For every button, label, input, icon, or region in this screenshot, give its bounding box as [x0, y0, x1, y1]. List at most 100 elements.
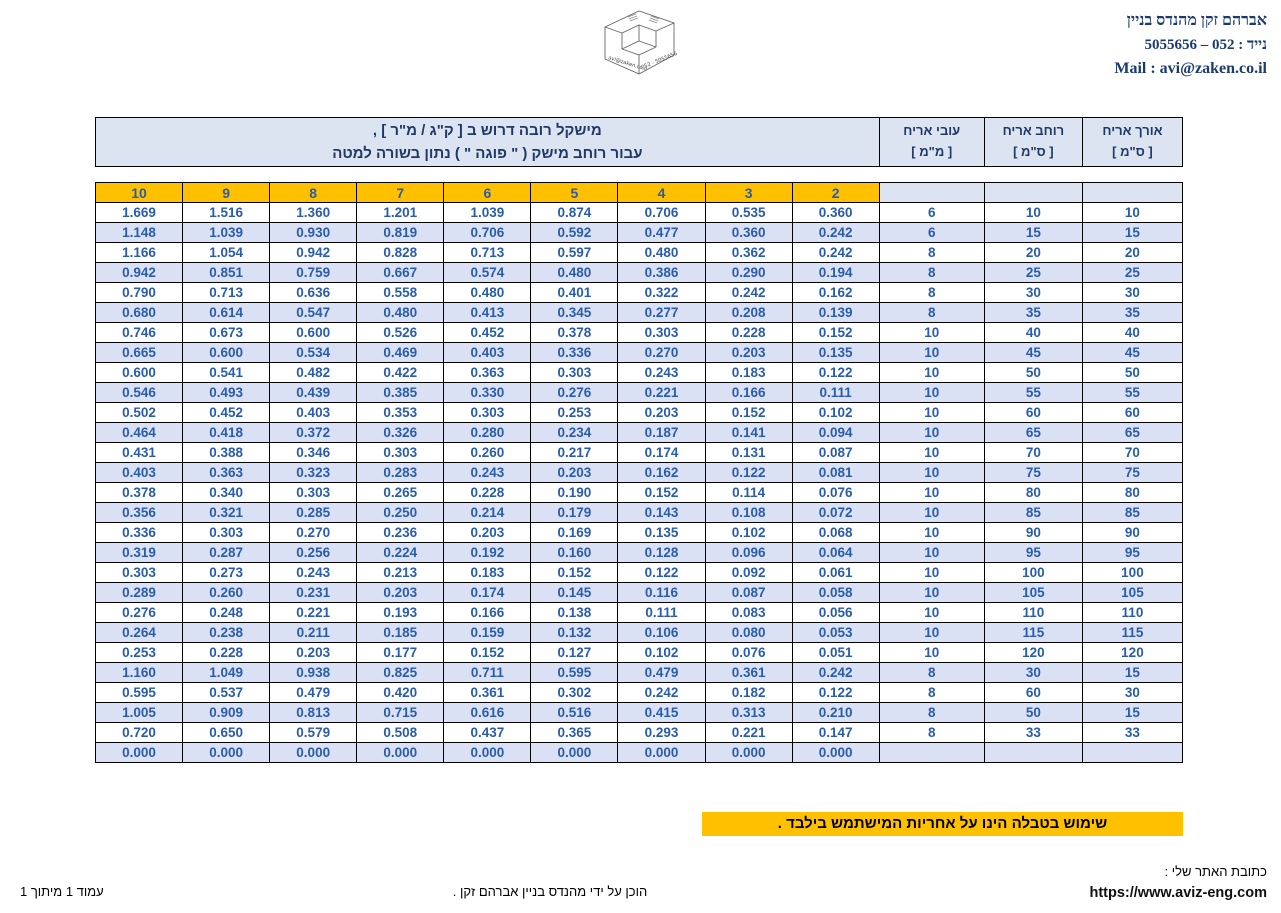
- site-address-label: כתובת האתר שלי :: [1164, 864, 1267, 879]
- weight-cell: 0.190: [530, 482, 619, 503]
- weight-cell: 0.087: [791, 442, 880, 463]
- weight-cell: 0.597: [530, 242, 619, 263]
- table-row: 0.431 0.388 0.346 0.303 0.260 0.217 0.174 0.131…: [94, 442, 1184, 463]
- thickness-cell: 10: [878, 522, 985, 543]
- table-row: 1.005 0.909 0.813 0.715 0.616 0.516 0.415 0.313…: [94, 702, 1184, 723]
- thickness-cell: 10: [878, 402, 985, 423]
- weight-cell: 0.574: [443, 262, 532, 283]
- weight-cell: 0.122: [791, 682, 880, 703]
- weight-cell: 0.362: [704, 242, 793, 263]
- weight-cell: 0.277: [617, 302, 706, 323]
- weight-cell: 0.353: [356, 402, 445, 423]
- weight-cell: 0.217: [530, 442, 619, 463]
- length-cell: 33: [1081, 722, 1184, 743]
- weight-cell: 0.080: [704, 622, 793, 643]
- weight-cell: 0.378: [94, 482, 184, 503]
- weight-cell: 0.081: [791, 462, 880, 483]
- length-cell: 25: [1081, 262, 1184, 283]
- weight-cell: 0.111: [791, 382, 880, 403]
- weight-cell: 0.162: [617, 462, 706, 483]
- weight-cell: 0.480: [443, 282, 532, 303]
- thickness-cell: 6: [878, 202, 985, 223]
- data-grid: 10 9 8 7 6 5 4 3 2 1.669 1.516 1.360 1.201 1.039 0.874…: [94, 182, 1184, 763]
- width-cell: 50: [983, 362, 1083, 383]
- weight-cell: 0.616: [443, 702, 532, 723]
- table-row: 0.942 0.851 0.759 0.667 0.574 0.480 0.386 0.290…: [94, 262, 1184, 283]
- width-cell: 70: [983, 442, 1083, 463]
- weight-cell: 0.265: [356, 482, 445, 503]
- weight-cell: 0.138: [530, 602, 619, 623]
- weight-cell: 0.303: [443, 402, 532, 423]
- width-cell: 30: [983, 662, 1083, 683]
- width-cell: 50: [983, 702, 1083, 723]
- weight-cell: 0.273: [182, 562, 271, 583]
- table-row: 0.746 0.673 0.600 0.526 0.452 0.378 0.303 0.228…: [94, 322, 1184, 343]
- weight-cell: 0.076: [791, 482, 880, 503]
- weight-cell: 0.183: [443, 562, 532, 583]
- joint-width-cell: 9: [182, 182, 271, 203]
- weight-cell: 0.076: [704, 642, 793, 663]
- table-row: 0.680 0.614 0.547 0.480 0.413 0.345 0.277 0.208…: [94, 302, 1184, 323]
- weight-cell: 0.938: [269, 662, 358, 683]
- weight-cell: 0.546: [94, 382, 184, 403]
- weight-cell: 0.152: [443, 642, 532, 663]
- weight-cell: 0.479: [269, 682, 358, 703]
- weight-cell: 0.108: [704, 502, 793, 523]
- weight-cell: 0.547: [269, 302, 358, 323]
- prepared-by-text: הוכן על ידי מהנדס בניין אברהם זקן .: [452, 884, 648, 899]
- weight-cell: 0.293: [617, 722, 706, 743]
- thickness-cell: 8: [878, 302, 985, 323]
- weight-cell: 0.303: [182, 522, 271, 543]
- length-cell: 85: [1081, 502, 1184, 523]
- length-cell: 120: [1081, 642, 1184, 663]
- length-cell: 65: [1081, 422, 1184, 443]
- weight-cell: 0.166: [443, 602, 532, 623]
- length-cell: 15: [1081, 662, 1184, 683]
- width-cell: 95: [983, 542, 1083, 563]
- weight-cell: 0.508: [356, 722, 445, 743]
- width-cell: 20: [983, 242, 1083, 263]
- weight-cell: 0.208: [704, 302, 793, 323]
- length-cell: 95: [1081, 542, 1184, 563]
- weight-cell: 0.243: [269, 562, 358, 583]
- weight-cell: 0.535: [704, 202, 793, 223]
- weight-cell: 0.122: [704, 462, 793, 483]
- weight-cell: 0.480: [356, 302, 445, 323]
- weight-cell: 0.614: [182, 302, 271, 323]
- length-cell: 15: [1081, 222, 1184, 243]
- length-cell: 20: [1081, 242, 1184, 263]
- weight-cell: 0.365: [530, 722, 619, 743]
- weight-cell: 0.139: [791, 302, 880, 323]
- site-url-link[interactable]: https://www.aviz-eng.com: [1089, 885, 1267, 901]
- weight-cell: 1.516: [182, 202, 271, 223]
- weight-cell: 0.242: [704, 282, 793, 303]
- length-cell: 30: [1081, 682, 1184, 703]
- weight-cell: 0.243: [617, 362, 706, 383]
- weight-cell: 0.160: [530, 542, 619, 563]
- weight-cell: 0.145: [530, 582, 619, 603]
- weight-cell: 0.431: [94, 442, 184, 463]
- weight-cell: 0.464: [94, 422, 184, 443]
- weight-cell: 0.185: [356, 622, 445, 643]
- weight-cell: 0.203: [617, 402, 706, 423]
- length-cell: 75: [1081, 462, 1184, 483]
- weight-cell: 0.072: [791, 502, 880, 523]
- width-cell: 105: [983, 582, 1083, 603]
- width-cell: 85: [983, 502, 1083, 523]
- weight-cell: 0.143: [617, 502, 706, 523]
- table-row: 0.319 0.287 0.256 0.224 0.192 0.160 0.128 0.096…: [94, 542, 1184, 563]
- width-cell: 35: [983, 302, 1083, 323]
- weight-cell: 0.401: [530, 282, 619, 303]
- weight-cell: 0.182: [704, 682, 793, 703]
- length-cell: 105: [1081, 582, 1184, 603]
- joint-width-cell: 8: [269, 182, 358, 203]
- weight-cell: 0.053: [791, 622, 880, 643]
- thickness-cell: 10: [878, 502, 985, 523]
- table-header: מישקל רובה דרוש ב [ ק"ג / מ"ר ] , עבור ר…: [95, 117, 1184, 167]
- weight-cell: 0.179: [530, 502, 619, 523]
- weight-cell: 0.469: [356, 342, 445, 363]
- table-row: 0.378 0.340 0.303 0.265 0.228 0.190 0.152 0.114…: [94, 482, 1184, 503]
- weight-cell: 0.203: [269, 642, 358, 663]
- weight-cell: 0.479: [617, 662, 706, 683]
- weight-cell: 0.713: [443, 242, 532, 263]
